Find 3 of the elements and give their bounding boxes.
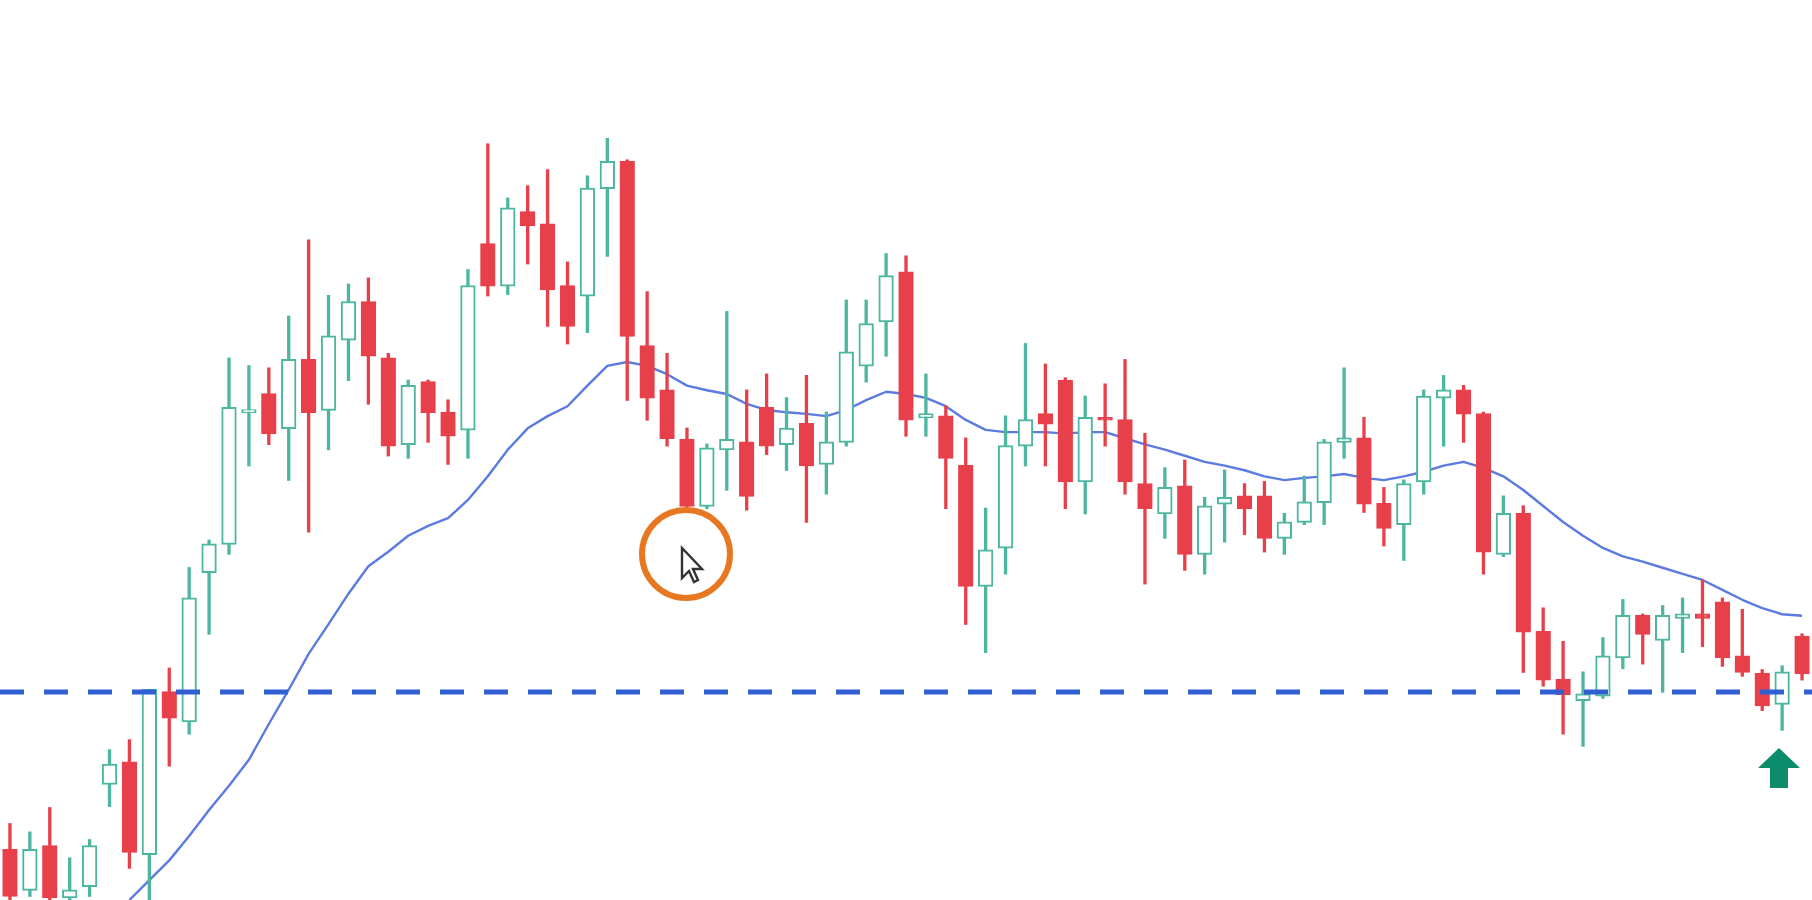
candlestick xyxy=(1575,671,1591,747)
candlestick xyxy=(1137,433,1153,585)
candlestick xyxy=(1336,367,1352,459)
